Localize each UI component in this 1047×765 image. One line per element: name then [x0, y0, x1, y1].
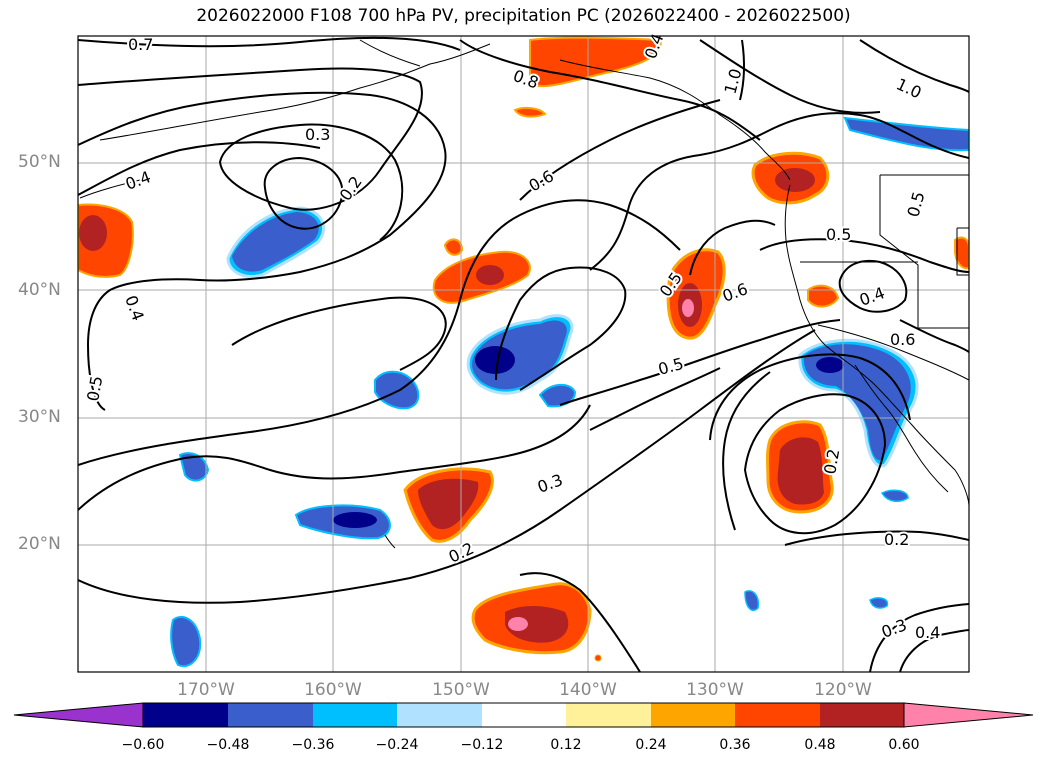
contour-label: 0.4	[123, 167, 153, 194]
contour-label: 1.0	[893, 74, 924, 102]
colorbar-bin	[566, 703, 651, 727]
lon-label: 120°W	[814, 680, 872, 700]
contour-label: 0.4	[915, 623, 940, 642]
colorbar	[13, 702, 1034, 728]
contour-label: 0.5	[83, 374, 106, 402]
lat-label: 40°N	[18, 280, 61, 300]
colorbar-bin	[228, 703, 313, 727]
lon-label: 150°W	[432, 680, 490, 700]
colorbar-tick-label: −0.60	[121, 737, 165, 753]
contour-label: 0.2	[446, 539, 477, 567]
graticule	[78, 36, 969, 672]
colorbar-bin	[651, 703, 735, 727]
colorbar-extend-high	[903, 702, 1034, 728]
contour-label: 0.2	[884, 530, 909, 549]
colorbar-tick-label: −0.48	[206, 737, 250, 753]
contour-label: 0.6	[720, 279, 750, 306]
lon-label: 170°W	[177, 680, 235, 700]
contour-label: 0.4	[857, 283, 887, 310]
colorbar-bin	[482, 703, 566, 727]
lat-label: 30°N	[18, 407, 61, 427]
contour-label: 0.3	[535, 470, 565, 497]
colorbar-tick-label: −0.24	[375, 737, 419, 753]
contour-label: 0.5	[656, 354, 686, 379]
map-frame	[77, 35, 970, 673]
precipitation-fills	[78, 36, 969, 668]
colorbar-tick-label: 0.36	[719, 737, 751, 753]
contour-label: 0.6	[890, 330, 915, 349]
colorbar-bin	[735, 703, 820, 727]
colorbar-tick-label: −0.36	[291, 737, 335, 753]
colorbar-extend-low	[13, 702, 144, 728]
colorbar-tick-label: 0.60	[888, 737, 920, 753]
lat-label: 50°N	[18, 152, 61, 172]
lon-label: 130°W	[686, 680, 744, 700]
contour-label: 0.7	[128, 35, 153, 54]
contour-label: 0.4	[121, 293, 148, 323]
contour-label: 0.5	[904, 190, 929, 220]
lon-label: 140°W	[559, 680, 617, 700]
colorbar-bin	[143, 703, 228, 727]
colorbar-tick-label: −0.12	[460, 737, 504, 753]
contour-label: 0.5	[826, 225, 851, 244]
colorbar-tick-label: 0.48	[804, 737, 836, 753]
colorbar-bin	[313, 703, 397, 727]
contour-label: 0.3	[305, 125, 330, 144]
map-title: 2026022000 F108 700 hPa PV, precipitatio…	[196, 6, 851, 26]
coastlines	[79, 39, 969, 549]
colorbar-tick-label: 0.24	[635, 737, 667, 753]
colorbar-bin	[397, 703, 482, 727]
lat-label: 20°N	[18, 534, 61, 554]
colorbar-tick-label: 0.12	[550, 737, 582, 753]
pv-contours	[78, 36, 969, 672]
lon-label: 160°W	[304, 680, 362, 700]
contour-label: 0.2	[820, 447, 843, 475]
negative-precip-areas	[170, 116, 969, 668]
colorbar-bin	[820, 703, 904, 727]
